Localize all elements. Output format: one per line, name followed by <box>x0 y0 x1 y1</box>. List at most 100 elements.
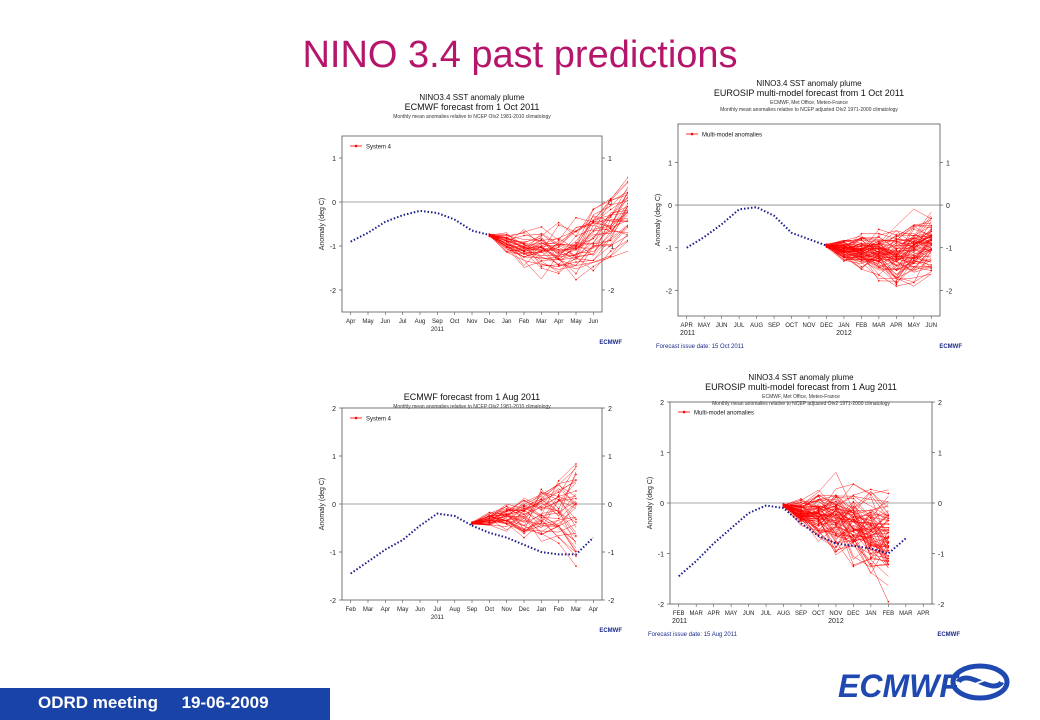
y-tick-label-right: 2 <box>608 406 612 413</box>
ensemble-point <box>887 536 890 539</box>
ensemble-point <box>817 533 820 536</box>
observed-line <box>350 512 473 575</box>
ensemble-point <box>627 176 628 179</box>
x-tick-label: NOV <box>802 323 815 329</box>
ensemble-point <box>800 517 802 520</box>
ensemble-member-line <box>783 483 889 514</box>
ensemble-point <box>609 244 612 247</box>
ensemble-point <box>930 225 933 227</box>
ensemble-point <box>523 256 525 258</box>
x-tick-label: Sep <box>432 319 443 325</box>
ensemble-point <box>852 506 855 508</box>
chart-note-climatology: Monthly mean anomalies relative to NCEP … <box>720 107 898 113</box>
ensemble-point <box>913 262 915 265</box>
x-year-label: 2012 <box>836 330 852 337</box>
observed-continuation-line <box>471 524 595 556</box>
y-tick-label: 1 <box>668 160 672 167</box>
x-tick-label: FEB <box>856 323 868 329</box>
ensemble-point <box>870 536 872 539</box>
y-tick-label-right: 0 <box>938 501 942 508</box>
ensemble-point <box>895 280 898 282</box>
ensemble-point <box>540 491 543 494</box>
ensemble-point <box>488 511 491 514</box>
ensemble-point <box>575 465 577 468</box>
ensemble-point <box>557 239 560 242</box>
x-tick-label: MAY <box>698 323 711 329</box>
ensemble-point <box>817 522 820 524</box>
ensemble-member-line <box>783 494 889 512</box>
x-tick-label: Mar <box>536 319 546 325</box>
ensemble-point <box>817 507 820 510</box>
ensemble-point <box>575 535 577 537</box>
ensemble-point <box>887 535 890 538</box>
ensemble-point <box>505 246 508 248</box>
chart-subtitle: EUROSIP multi-model forecast from 1 Oct … <box>714 88 904 98</box>
ensemble-member-line <box>783 501 889 544</box>
x-tick-label: Feb <box>519 319 530 325</box>
x-tick-label: Dec <box>484 319 495 325</box>
x-tick-label: Oct <box>485 607 495 613</box>
y-tick-label: -1 <box>330 550 336 557</box>
x-tick-label: May <box>362 319 373 325</box>
ensemble-point <box>870 511 872 514</box>
ensemble-point <box>575 241 577 244</box>
ensemble-point <box>557 542 560 544</box>
chart-subtitle: ECMWF forecast from 1 Aug 2011 <box>404 392 540 402</box>
ensemble-point <box>930 249 933 251</box>
x-tick-label: May <box>397 607 408 613</box>
x-tick-label: JUN <box>743 611 755 617</box>
ensemble-point <box>627 219 628 221</box>
x-tick-label: APR <box>890 323 903 329</box>
chart-title: NINO3.4 SST anomaly plume <box>756 79 862 88</box>
y-tick-label: -2 <box>658 602 664 609</box>
y-tick-label: -2 <box>666 288 672 295</box>
ensemble-point <box>930 238 933 240</box>
ensemble-member-line <box>489 205 628 252</box>
ensemble-point <box>835 504 837 507</box>
legend-label: Multi-model anomalies <box>702 133 762 139</box>
y-tick-label-right: 0 <box>946 203 950 210</box>
chart-panel-ecmwf-aug: ECMWF forecast from 1 Aug 2011 Monthly me… <box>318 382 628 638</box>
x-year-label: 2012 <box>828 618 844 625</box>
ensemble-member-line <box>826 208 932 250</box>
ensemble-point <box>860 244 863 246</box>
ensemble-point <box>860 266 863 268</box>
y-tick-label: -2 <box>330 598 336 605</box>
ensemble-member-line <box>826 234 932 275</box>
ensemble-point <box>575 245 577 248</box>
ensemble-point <box>575 502 577 504</box>
ensemble-point <box>575 473 577 476</box>
ensemble-point <box>887 542 890 544</box>
x-tick-label: Jul <box>433 607 441 613</box>
ensemble-point <box>800 498 802 500</box>
legend-label: System 4 <box>366 417 392 423</box>
ensemble-point <box>860 250 863 253</box>
chart-subtitle: ECMWF forecast from 1 Oct 2011 <box>405 102 540 112</box>
ensemble-point <box>609 216 612 218</box>
ensemble-point <box>627 211 628 214</box>
ensemble-point <box>488 235 491 237</box>
ensemble-point <box>860 261 863 263</box>
ensemble-member-line <box>489 199 628 257</box>
ensemble-member-line <box>783 499 889 530</box>
ensemble-point <box>895 285 898 287</box>
chart-logo: ECMWF <box>939 344 962 350</box>
ensemble-member-line <box>489 205 628 273</box>
ensemble-point <box>575 497 577 500</box>
ensemble-point <box>540 267 543 269</box>
ensemble-point <box>575 565 577 567</box>
ensemble-point <box>523 234 525 237</box>
x-tick-label: FEB <box>882 611 894 617</box>
ensemble-point <box>878 228 880 231</box>
ensemble-point <box>843 241 845 243</box>
y-tick-label: 1 <box>660 451 664 458</box>
x-year-label: 2011 <box>680 330 695 337</box>
ensemble-point <box>575 555 577 557</box>
ensemble-point <box>575 463 577 465</box>
ensemble-member-line <box>826 245 932 273</box>
y-tick-label: 2 <box>660 400 664 407</box>
ensemble-point <box>895 242 898 244</box>
x-year-label: 2011 <box>672 618 687 625</box>
ensemble-point <box>505 513 508 515</box>
